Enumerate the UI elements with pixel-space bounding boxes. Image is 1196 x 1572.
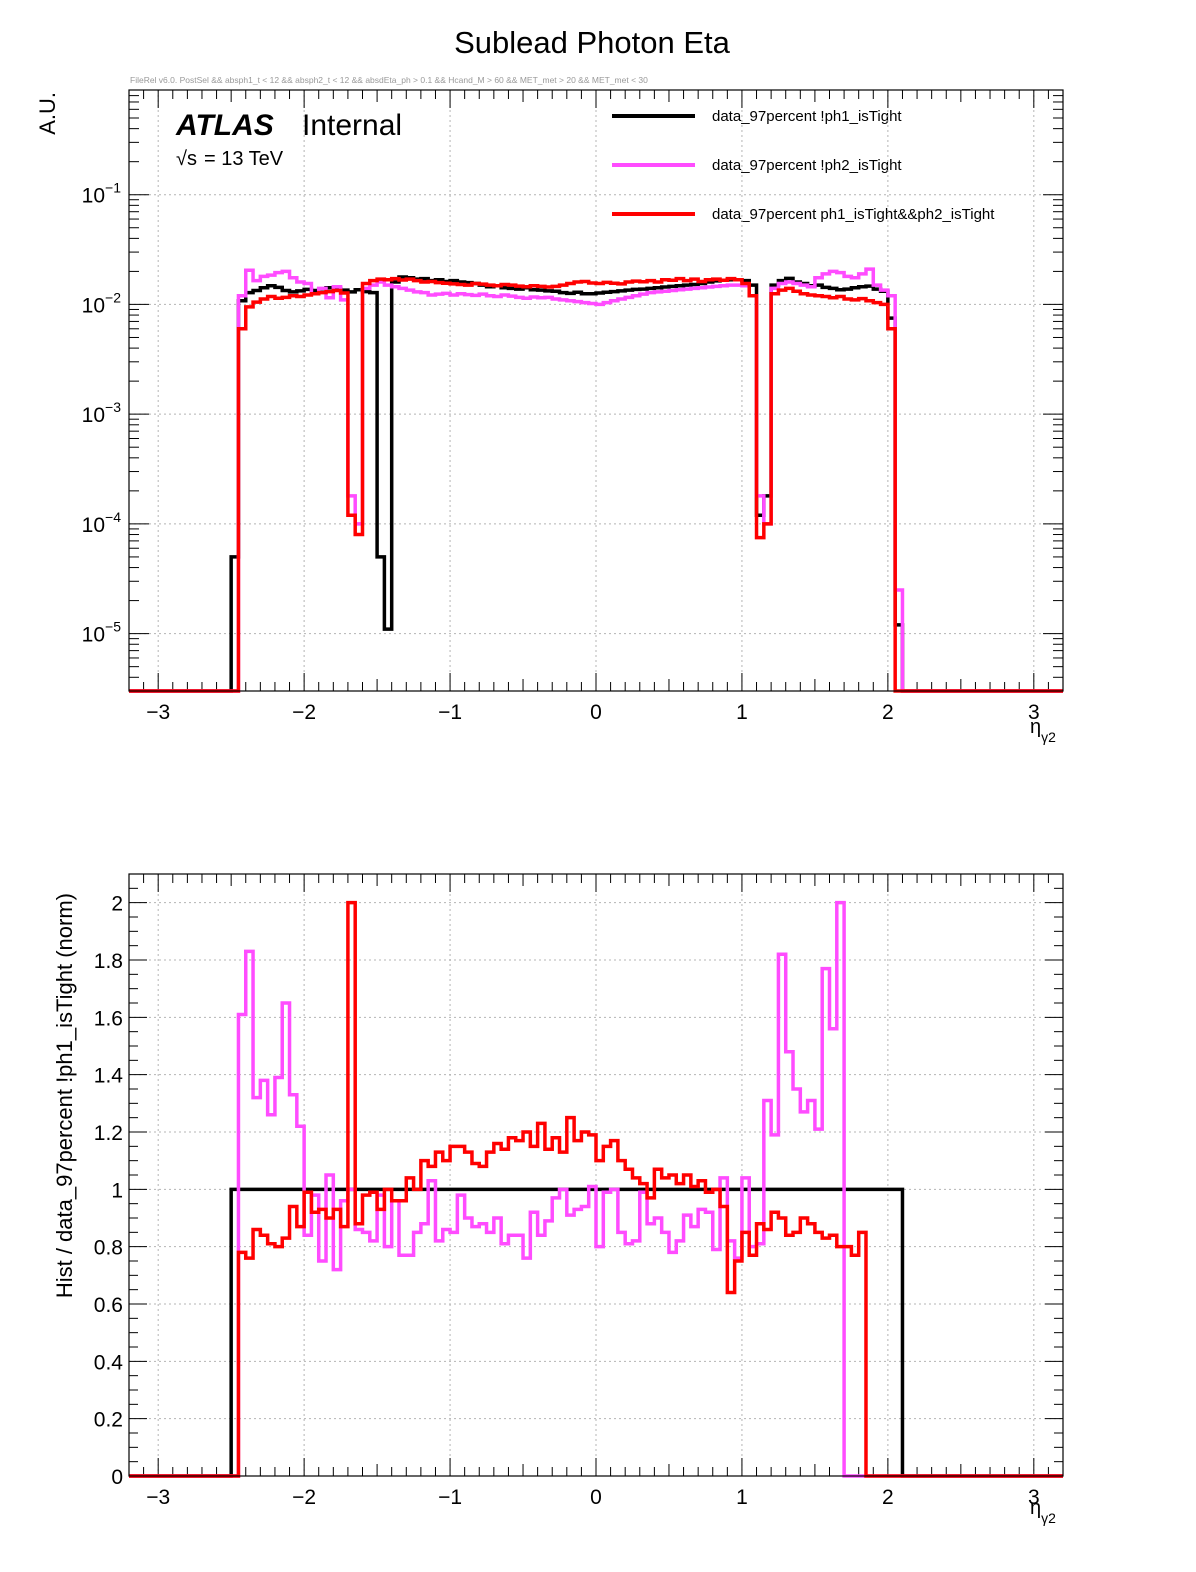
legend-entry-red: data_97percent ph1_isTight&&ph2_isTight — [712, 206, 995, 223]
bottom-y-tick-label: 1 — [111, 1179, 123, 1202]
top-x-tick-label: 0 — [590, 701, 602, 724]
bottom-y-tick-label: 0.4 — [94, 1351, 124, 1374]
legend: data_97percent !ph1_isTight data_97perce… — [612, 108, 995, 223]
bottom-x-axis-symbol: η — [1030, 1497, 1041, 1519]
top-y-tick-label: 10−5 — [82, 619, 122, 647]
top-x-tick-label: −3 — [146, 701, 170, 724]
bottom-x-tick-label: 3 — [1028, 1486, 1040, 1509]
top-series-black — [129, 275, 1063, 693]
top-y-tick-label: 10−2 — [82, 289, 122, 317]
top-x-tick-label: −1 — [438, 701, 462, 724]
bottom-y-tick-label: 0.6 — [94, 1294, 123, 1317]
bottom-y-tick-label: 1.4 — [94, 1065, 124, 1088]
bottom-y-tick-label: 0 — [111, 1466, 123, 1489]
top-x-tick-label: 2 — [882, 701, 894, 724]
bottom-series-red — [129, 900, 1063, 1478]
top-series-red — [129, 276, 1063, 693]
bottom-y-tick-label: 1.8 — [94, 950, 123, 973]
chart-title: Sublead Photon Eta — [454, 25, 731, 60]
atlas-sub-label: Internal — [302, 109, 402, 142]
top-y-tick-label: 10−1 — [82, 180, 122, 208]
bottom-y-axis-label: Hist / data_97percent !ph1_isTight (norm… — [52, 893, 77, 1298]
bottom-x-tick-label: −1 — [438, 1486, 462, 1509]
legend-entry-black: data_97percent !ph1_isTight — [712, 108, 902, 125]
top-x-axis-subscript: γ2 — [1041, 729, 1056, 745]
bottom-x-tick-label: −3 — [146, 1486, 170, 1509]
bottom-plot-frame — [128, 873, 1064, 1477]
top-x-tick-label: 1 — [736, 701, 748, 724]
bottom-panel: −3 −2 −1 0 1 2 3 0 0.2 0.4 0.6 0.8 1 1.2 1.4 1.6 1.8 2 — [94, 873, 1064, 1509]
top-panel: −3 −2 −1 0 1 2 3 10−5 10−4 10−3 10−2 10−1 — [82, 89, 1064, 724]
bottom-x-tick-label: 0 — [590, 1486, 602, 1509]
bottom-x-tick-label: 1 — [736, 1486, 748, 1509]
bottom-x-axis-label: ηγ2 — [1030, 1497, 1056, 1526]
top-x-tick-label: −2 — [292, 701, 316, 724]
bottom-y-tick-label: 0.8 — [94, 1237, 123, 1260]
cuts-caption: FileRel v6.0. PostSel && absph1_t < 12 &… — [130, 75, 648, 85]
top-y-axis-label: A.U. — [35, 92, 60, 135]
bottom-y-tick-label: 2 — [111, 893, 123, 916]
energy-sqrt: √s — [176, 148, 197, 170]
top-x-axis-label: ηγ2 — [1030, 716, 1056, 745]
bottom-y-tick-label: 1.2 — [94, 1122, 123, 1145]
bottom-y-tick-label: 0.2 — [94, 1409, 123, 1432]
atlas-label: ATLAS — [175, 109, 274, 142]
energy-label: = 13 TeV — [204, 148, 284, 170]
bottom-y-tick-label: 1.6 — [94, 1007, 123, 1030]
bottom-x-tick-label: −2 — [292, 1486, 316, 1509]
bottom-series-pink — [129, 900, 1063, 1478]
bottom-x-tick-label: 2 — [882, 1486, 894, 1509]
top-x-axis-symbol: η — [1030, 716, 1041, 738]
top-y-tick-label: 10−4 — [82, 509, 122, 537]
legend-entry-pink: data_97percent !ph2_isTight — [712, 157, 902, 174]
bottom-x-axis-subscript: γ2 — [1041, 1510, 1056, 1526]
top-y-tick-label: 10−3 — [82, 399, 122, 427]
top-series-pink — [129, 267, 1063, 693]
top-plot-frame — [128, 89, 1064, 692]
top-x-tick-label: 3 — [1028, 701, 1040, 724]
